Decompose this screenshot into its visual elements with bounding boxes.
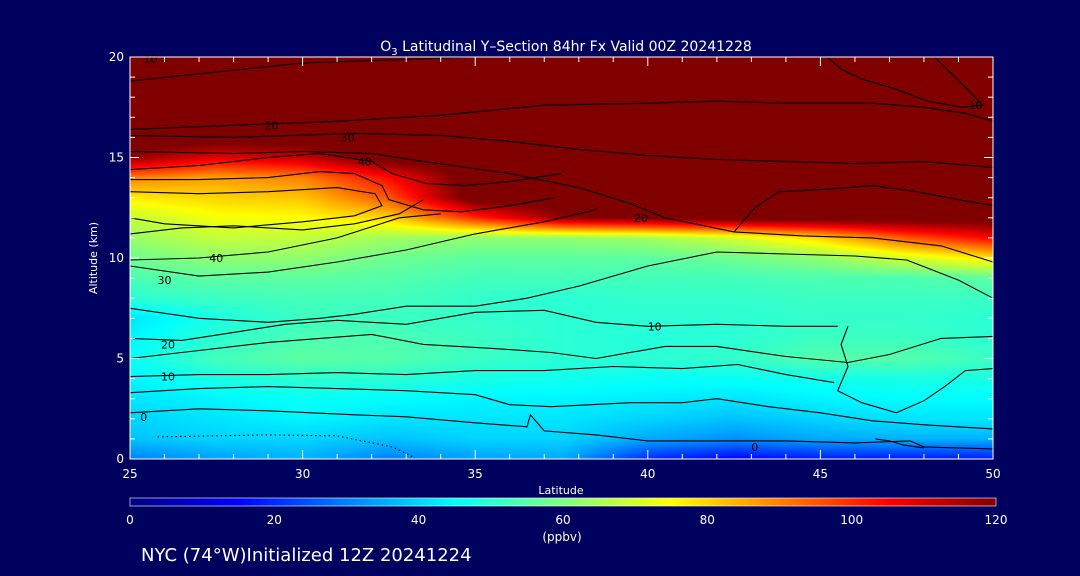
contour-label: 10 <box>161 371 175 384</box>
contour-line <box>129 213 441 261</box>
x-tick-label: 50 <box>985 467 1000 481</box>
contour-line <box>129 209 597 277</box>
contour-line <box>129 251 994 323</box>
y-tick-label: 10 <box>109 251 124 265</box>
y-axis-label: Altitude (km) <box>87 222 100 294</box>
contour-label: 0 <box>751 441 758 454</box>
contour-label: 20 <box>634 212 648 225</box>
y-tick-label: 15 <box>109 151 124 165</box>
contour-label: 30 <box>341 131 355 144</box>
contour-label: 0 <box>140 411 147 424</box>
plot-frame <box>129 56 994 460</box>
chart-title: O3 Latitudinal Y–Section 84hr Fx Valid 0… <box>380 39 752 58</box>
contour-label: 20 <box>161 338 175 351</box>
contour-label: 10 <box>648 320 662 333</box>
contour-line <box>129 309 838 341</box>
colorbar-unit-label: (ppbv) <box>542 530 581 544</box>
contour-line <box>129 100 994 130</box>
y-tick-label: 5 <box>116 352 124 366</box>
colorbar-tick-label: 100 <box>840 513 863 527</box>
y-tick-labels: 0 5 10 15 20 <box>109 50 124 466</box>
contour-line-dotted <box>157 434 414 458</box>
y-tick-label: 0 <box>116 452 124 466</box>
x-axis-label: Latitude <box>538 484 584 497</box>
axis-ticks <box>129 56 994 460</box>
contour-line <box>129 408 994 450</box>
colorbar-tick-label: 120 <box>985 513 1008 527</box>
footer-info: NYC (74°W)Initialized 12Z 20241224 <box>141 545 472 566</box>
contour-line <box>129 333 994 364</box>
contour-line <box>130 171 555 213</box>
title-subscript: 3 <box>391 47 397 58</box>
colorbar-gradient <box>129 497 997 507</box>
colorbar-tick-label: 0 <box>126 513 134 527</box>
contour-line <box>129 150 994 263</box>
contour-line <box>129 199 424 235</box>
x-tick-label: 30 <box>295 467 310 481</box>
colorbar-ticks: 0 20 40 60 80 100 120 <box>126 513 1007 527</box>
contour-label: 10 <box>969 99 983 112</box>
contour-line <box>129 152 562 187</box>
contour-line <box>129 187 383 229</box>
contour-label: 20 <box>265 119 279 132</box>
x-tick-label: 35 <box>468 467 483 481</box>
colorbar-tick-label: 20 <box>267 513 282 527</box>
y-tick-label: 20 <box>109 50 124 64</box>
contour-label: 30 <box>158 274 172 287</box>
contour-line <box>826 56 984 108</box>
contour-line <box>129 386 994 430</box>
contour-label: 40 <box>209 252 223 265</box>
colorbar-tick-label: 40 <box>411 513 426 527</box>
colorbar: 0 20 40 60 80 100 120 (ppbv) <box>126 497 1007 544</box>
x-tick-labels: 25 30 35 40 45 50 <box>122 467 1000 481</box>
contour-label: 40 <box>358 156 372 169</box>
colorbar-tick-label: 60 <box>555 513 570 527</box>
contour-label: 10 <box>144 53 158 66</box>
contour-line <box>875 438 925 449</box>
contour-line <box>129 363 835 384</box>
x-tick-label: 40 <box>640 467 655 481</box>
contour-lines <box>129 56 994 458</box>
contour-line <box>129 56 935 82</box>
contour-line <box>129 132 994 169</box>
colorbar-tick-label: 80 <box>700 513 715 527</box>
x-tick-label: 25 <box>122 467 137 481</box>
contour-line <box>836 326 994 414</box>
x-tick-label: 45 <box>813 467 828 481</box>
contour-line <box>733 185 994 233</box>
